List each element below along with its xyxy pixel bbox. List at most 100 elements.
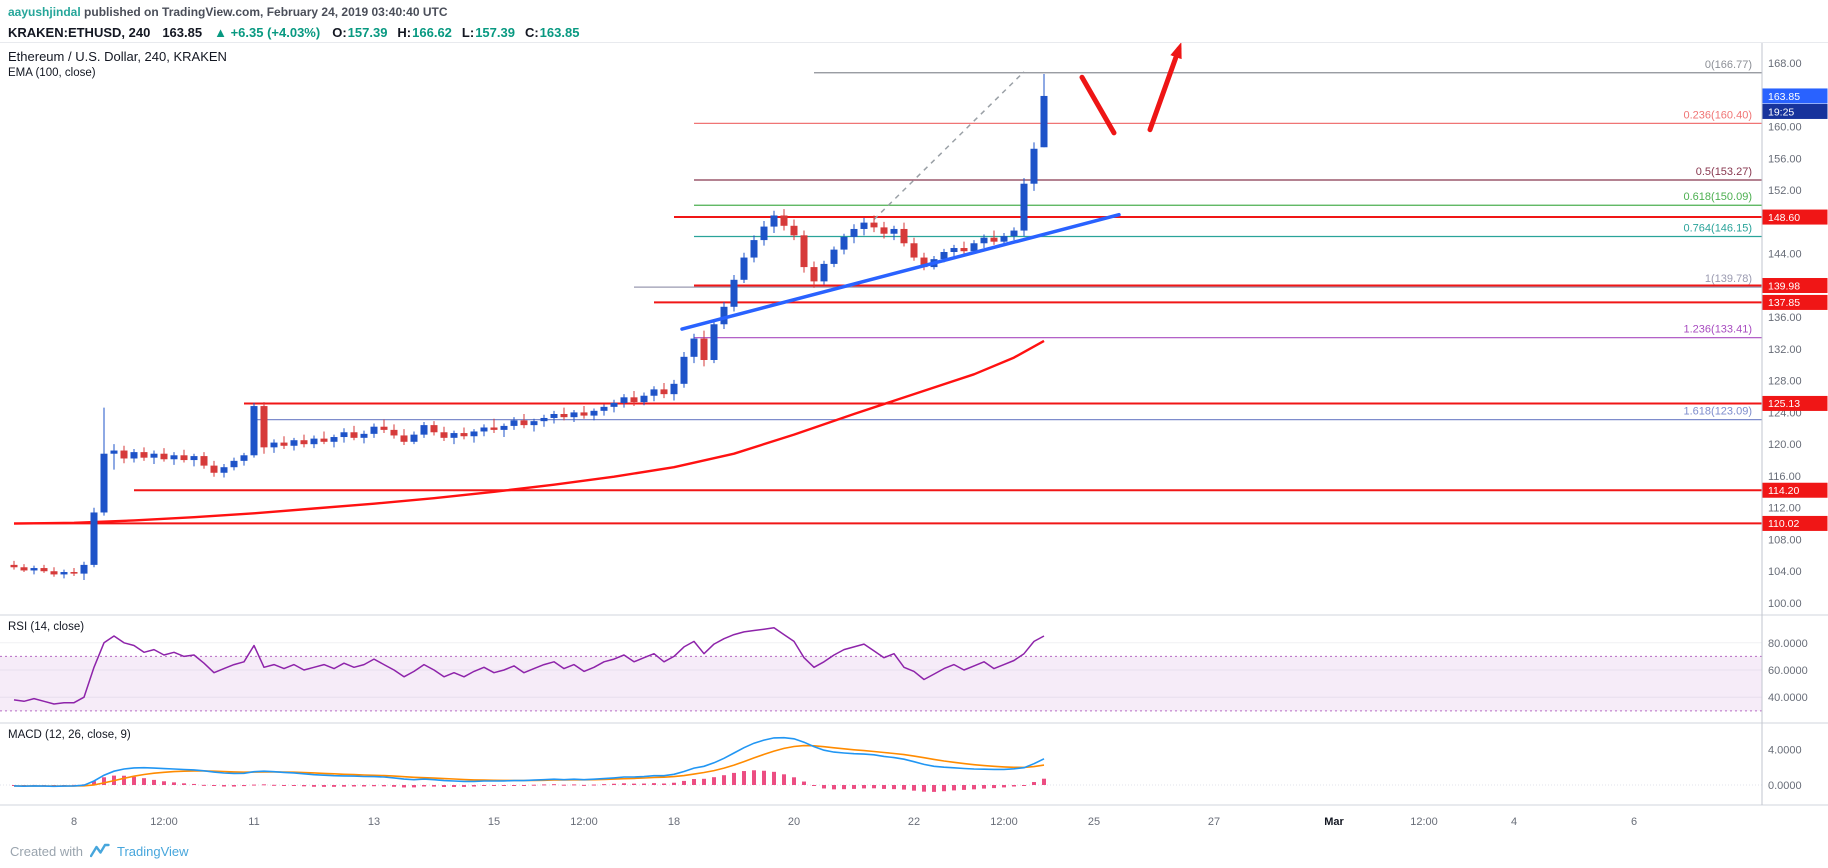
high-label: H: xyxy=(397,24,412,40)
macd-histogram-bar xyxy=(632,783,636,786)
chart-title-legend[interactable]: Ethereum / U.S. Dollar, 240, KRAKEN xyxy=(8,49,227,64)
ema-line[interactable] xyxy=(13,339,1045,525)
time-axis-label: Mar xyxy=(1324,816,1344,828)
fib-level-label: 0.236(160.40) xyxy=(1684,109,1753,121)
fib-level-label: 0.618(150.09) xyxy=(1684,191,1753,203)
macd-histogram-bar xyxy=(462,785,466,787)
time-axis-label: 25 xyxy=(1088,816,1100,828)
rsi-line xyxy=(13,627,1045,705)
macd-histogram-bar xyxy=(922,785,926,792)
high-value: 166.62 xyxy=(412,24,452,40)
trendline[interactable] xyxy=(680,212,1121,331)
hline-price-tag xyxy=(1762,482,1828,498)
close-label: C: xyxy=(524,24,539,40)
price-axis-tick: 116.00 xyxy=(1768,471,1801,483)
up-triangle-icon: ▲ xyxy=(214,24,227,40)
symbol-title[interactable]: KRAKEN:ETHUSD, 240 xyxy=(8,24,151,40)
price-axis[interactable]: 168.00 160.00 156.00 152.00 144.00 136.00 132.… xyxy=(1761,43,1828,805)
macd-histogram-bar xyxy=(552,784,556,786)
macd-histogram-bar xyxy=(382,785,386,787)
macd-histogram-bar xyxy=(772,771,776,786)
macd-histogram-bar xyxy=(672,782,676,786)
macd-histogram-bar xyxy=(852,785,856,789)
macd-histogram-bar xyxy=(452,785,456,787)
macd-histogram-bar xyxy=(332,785,336,787)
rsi-legend[interactable]: RSI (14, close) xyxy=(8,621,85,633)
macd-histogram-bar xyxy=(102,777,106,786)
price-axis-tick: 104.00 xyxy=(1768,566,1802,578)
macd-histogram-bar xyxy=(892,785,896,790)
macd-histogram-bar xyxy=(192,783,196,786)
macd-histogram-bar xyxy=(492,785,496,787)
fib-level-label: 1.236(133.41) xyxy=(1684,324,1753,336)
open-label: O: xyxy=(332,24,347,40)
time-axis-label: 18 xyxy=(668,816,680,828)
projection-dashed-line[interactable] xyxy=(873,71,1025,220)
price-axis-tick: 132.00 xyxy=(1768,344,1802,356)
macd-histogram-bar xyxy=(992,785,996,789)
macd-histogram-bar xyxy=(702,778,706,786)
price-axis-tick: 100.00 xyxy=(1768,598,1802,610)
macd-legend[interactable]: MACD (12, 26, close, 9) xyxy=(8,729,131,741)
macd-histogram-bar xyxy=(202,784,206,786)
author-username[interactable]: aayushjindal xyxy=(8,5,81,19)
macd-histogram-bar xyxy=(942,785,946,792)
macd-histogram-bar xyxy=(522,785,526,787)
rsi-axis-tick: 40.0000 xyxy=(1768,692,1808,704)
macd-histogram-bar xyxy=(232,785,236,787)
macd-pane[interactable] xyxy=(0,736,1762,792)
fib-level-label: 0(166.77) xyxy=(1705,59,1752,71)
price-tag-label: 114.20 xyxy=(1768,485,1799,497)
macd-histogram-bar xyxy=(802,781,806,786)
drawn-arrow[interactable] xyxy=(1147,43,1182,133)
macd-histogram-bar xyxy=(842,785,846,790)
time-axis-label: 12:00 xyxy=(990,816,1018,828)
macd-histogram-bar xyxy=(512,785,516,787)
macd-histogram-bar xyxy=(122,775,126,786)
symbol-bar: KRAKEN:ETHUSD, 240 163.85 ▲ +6.35 (+4.03… xyxy=(0,22,1828,42)
time-axis[interactable]: 8 12:00 11 13 15 12:00 18 20 22 12:00 25 27 Mar 12:00… xyxy=(71,816,1637,828)
macd-histogram-bar xyxy=(222,785,226,787)
price-axis-tick: 128.00 xyxy=(1768,376,1802,388)
macd-histogram-bar xyxy=(172,782,176,786)
time-axis-label: 11 xyxy=(248,816,259,828)
chart-canvas[interactable]: 0(166.77) 0.236(160.40) 0.5(153.27) 0.618(1… xyxy=(0,43,1828,835)
rsi-pane[interactable] xyxy=(0,627,1762,712)
hline-price-tag xyxy=(1762,515,1828,531)
fib-level-label: 1(139.78) xyxy=(1705,273,1752,285)
footer: Created with TradingView xyxy=(0,834,1828,868)
macd-histogram-bar xyxy=(342,785,346,787)
macd-histogram-bar xyxy=(582,784,586,786)
hline-price-tag xyxy=(1762,209,1828,225)
created-with-label: Created with xyxy=(10,843,83,859)
drawn-arrow[interactable] xyxy=(1079,74,1117,136)
fib-level-label: 0.5(153.27) xyxy=(1696,166,1752,178)
macd-histogram-bar xyxy=(622,783,626,786)
macd-histogram-bar xyxy=(962,785,966,790)
price-tag-label: 139.98 xyxy=(1768,280,1800,292)
macd-histogram-bar xyxy=(362,785,366,787)
macd-histogram-bar xyxy=(572,784,576,786)
macd-histogram-bar xyxy=(142,778,146,786)
price-tag-label: 19:25 xyxy=(1768,106,1794,118)
time-axis-label: 13 xyxy=(368,816,380,828)
macd-histogram-bar xyxy=(242,785,246,787)
tradingview-brand-link[interactable]: TradingView xyxy=(116,843,189,859)
price-axis-tick: 144.00 xyxy=(1768,249,1802,261)
price-change: ▲ +6.35 (+4.03%) xyxy=(214,25,320,40)
macd-histogram-bar xyxy=(392,785,396,787)
macd-histogram-bar xyxy=(352,785,356,787)
macd-histogram-bar xyxy=(562,784,566,786)
time-axis-label: 20 xyxy=(788,816,800,828)
attribution-text: published on TradingView.com, February 2… xyxy=(80,5,448,19)
price-tag-label: 110.02 xyxy=(1768,518,1799,530)
ema-legend[interactable]: EMA (100, close) xyxy=(8,67,96,79)
time-axis-label: 22 xyxy=(908,816,920,828)
macd-histogram-bar xyxy=(1022,785,1026,787)
main-pane[interactable]: 0(166.77) 0.236(160.40) 0.5(153.27) 0.618(1… xyxy=(10,43,1763,580)
macd-axis-tick: 4.0000 xyxy=(1768,744,1802,756)
chart-region: 0(166.77) 0.236(160.40) 0.5(153.27) 0.618(1… xyxy=(0,42,1828,834)
macd-histogram-bar xyxy=(482,785,486,787)
macd-histogram-bar xyxy=(722,775,726,786)
macd-histogram-bar xyxy=(792,777,796,786)
